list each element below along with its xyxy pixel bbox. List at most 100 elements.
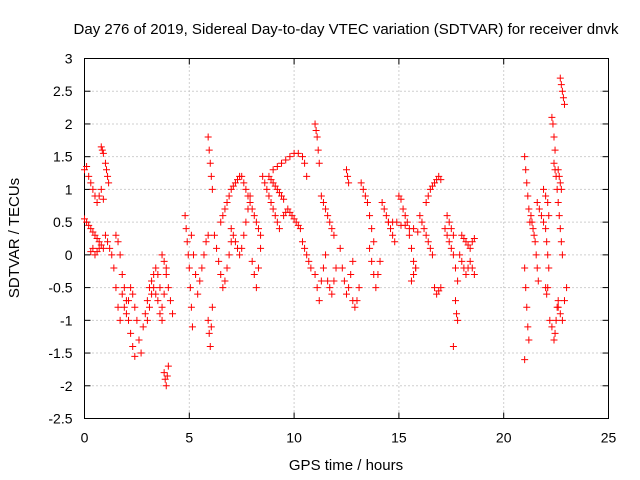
data-point [543,238,551,246]
data-point [112,231,120,239]
data-point [223,264,231,272]
data-point [558,316,566,324]
plot-frame [84,58,609,419]
data-point [101,231,109,239]
y-tick-label: 2.5 [53,83,73,99]
data-point [424,238,432,246]
data-point [206,343,214,350]
data-point [522,284,530,292]
y-tick-label: -1 [60,312,73,328]
x-tick-label: 0 [81,430,89,446]
data-point [407,277,415,285]
data-point [524,192,532,200]
data-point [317,277,325,285]
data-point [152,290,160,298]
data-point [158,316,166,324]
data-point [343,290,350,298]
data-point [127,329,135,337]
data-point [366,244,374,252]
data-point [275,225,283,233]
y-tick-label: 1.5 [53,149,73,165]
data-point [407,244,415,252]
data-point [162,382,170,390]
data-point [361,192,369,200]
data-point [259,172,267,180]
data-point [351,303,359,311]
data-point [204,316,212,324]
data-point [555,212,563,220]
data-point [93,199,101,206]
data-point [143,297,151,305]
data-point [330,277,338,285]
data-point [248,205,256,213]
data-point [551,329,559,337]
data-point [204,133,212,141]
data-point [133,316,141,324]
data-point [163,372,171,380]
data-point [116,316,124,324]
data-point [544,199,552,206]
data-point [217,271,225,278]
data-point [252,284,260,292]
data-point [225,192,233,200]
data-point [522,166,530,174]
data-point [164,362,172,370]
data-point [470,235,478,242]
data-point [227,225,235,233]
data-point [555,172,563,180]
data-point [221,277,229,285]
data-point [248,257,256,265]
data-point [405,231,413,239]
data-point [374,271,382,278]
data-point [328,290,336,298]
data-point [447,225,455,233]
y-tick-label: -0.5 [48,280,72,296]
y-tick-label: -2 [60,378,73,394]
data-point [265,192,273,200]
data-point [558,87,566,95]
data-point [458,257,466,265]
data-point [181,212,189,220]
data-point [98,146,106,154]
data-point [556,74,564,82]
data-point [305,257,313,265]
data-point [154,297,162,305]
data-point [160,290,168,298]
data-point [387,225,395,233]
data-point [548,113,556,121]
data-point [542,192,550,200]
y-axis-label: SDTVAR / TECUs [6,178,23,298]
data-point [431,284,439,292]
data-point [545,212,553,220]
data-point [355,284,363,292]
data-point [542,225,550,233]
data-point [410,271,418,278]
data-point [524,323,532,331]
data-point [236,251,244,259]
data-point [533,264,541,272]
data-point [207,323,215,331]
data-point [106,244,114,252]
data-point [326,218,334,226]
data-point [122,310,130,318]
data-point [550,336,558,344]
data-point [204,231,212,239]
chart-title: Day 276 of 2019, Sidereal Day-to-day VTE… [74,21,619,38]
data-point [451,297,459,305]
data-point [470,271,478,278]
data-point [269,166,277,174]
data-point [449,251,457,259]
data-point [397,195,405,203]
data-point [340,277,348,285]
data-point [523,179,531,187]
data-point [445,238,453,246]
data-point [238,172,246,180]
data-point [152,264,160,272]
data-point [540,218,548,226]
data-point [156,284,164,292]
data-point [451,264,459,272]
data-point [557,238,565,246]
data-point [135,336,143,344]
data-point [414,228,422,236]
data-point [187,303,195,311]
